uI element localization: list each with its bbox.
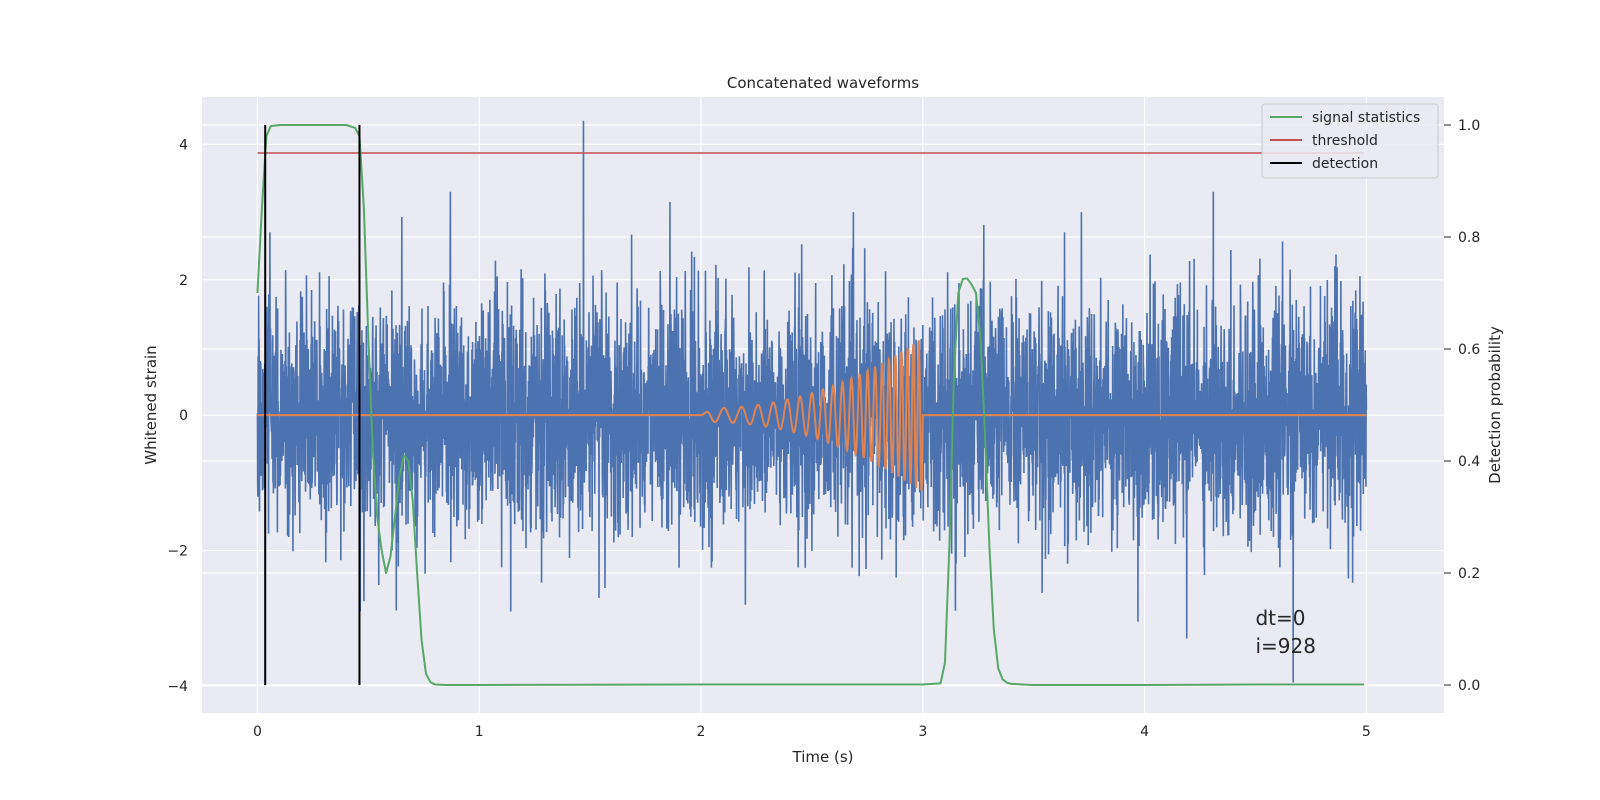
y-tick-label: 2 <box>179 273 188 289</box>
y2-tick-label: 0.0 <box>1458 678 1480 694</box>
annotation-index: i=928 <box>1255 634 1316 658</box>
signal-statistics-line <box>256 124 1365 686</box>
x-tick-label: 1 <box>475 724 484 740</box>
detection-series <box>264 125 361 685</box>
y2-tick-label: 1.0 <box>1458 118 1480 134</box>
y2-axis-ticks: 0.0 0.2 0.4 0.6 0.8 1.0 <box>1444 118 1480 694</box>
x-tick-label: 3 <box>918 724 927 740</box>
injection-line <box>257 340 1367 492</box>
y2-tick-label: 0.4 <box>1458 454 1480 470</box>
y2-tick-label: 0.6 <box>1458 342 1480 358</box>
legend-label-detection: detection <box>1312 156 1378 172</box>
y-axis-title: Whitened strain <box>142 345 160 464</box>
y-tick-label: −4 <box>167 679 188 695</box>
legend: signal statistics threshold detection <box>1261 103 1439 179</box>
legend-frame <box>1261 103 1439 179</box>
x-tick-label: 2 <box>697 724 706 740</box>
y2-tick-label: 0.8 <box>1458 230 1480 246</box>
x-axis-ticks: 0 1 2 3 4 5 <box>253 724 1371 740</box>
signal-statistics-series <box>256 124 1365 686</box>
legend-label-signal-statistics: signal statistics <box>1312 110 1420 126</box>
y-tick-label: 4 <box>179 137 188 153</box>
y-tick-label: 0 <box>179 408 188 424</box>
noise-line <box>256 120 1368 683</box>
annotation-dt: dt=0 <box>1255 606 1305 630</box>
injection-series <box>257 340 1367 492</box>
chart-title: Concatenated waveforms <box>727 74 919 92</box>
y2-tick-label: 0.2 <box>1458 566 1480 582</box>
legend-label-threshold: threshold <box>1312 133 1378 149</box>
noise-series <box>256 120 1368 683</box>
y2-axis-title: Detection probability <box>1486 326 1504 484</box>
x-tick-label: 5 <box>1362 724 1371 740</box>
y-tick-label: −2 <box>167 544 188 560</box>
x-axis-title: Time (s) <box>792 748 854 766</box>
y-axis-ticks: −4 −2 0 2 4 <box>167 137 188 695</box>
x-tick-label: 0 <box>253 724 262 740</box>
x-tick-label: 4 <box>1140 724 1149 740</box>
